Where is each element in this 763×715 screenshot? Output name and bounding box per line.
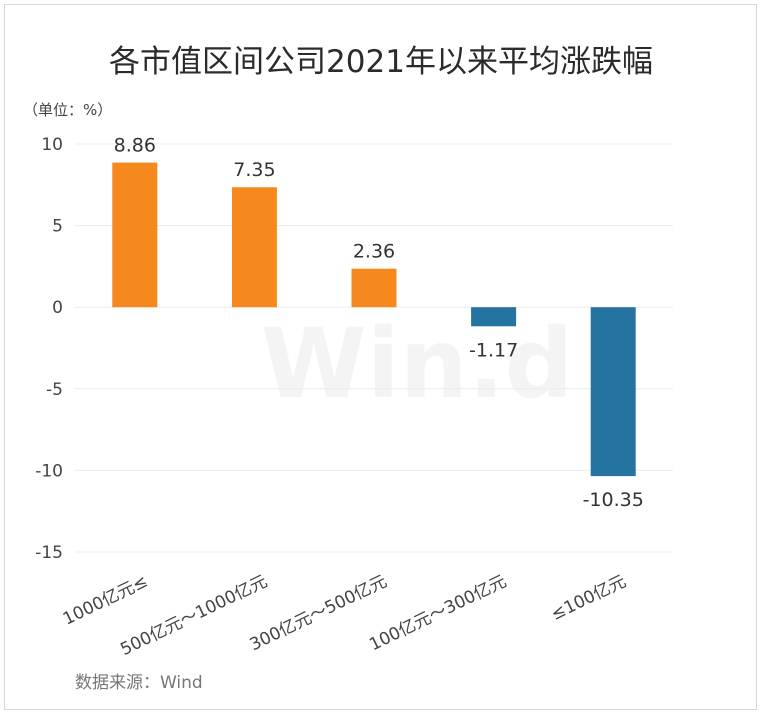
bar [231,187,277,308]
y-tick-label: 5 [52,217,63,237]
data-label: 2.36 [353,241,395,263]
x-category-label: 100亿元～300亿元 [366,572,510,656]
chart-title: 各市值区间公司2021年以来平均涨跌幅 [109,44,653,80]
bar [590,307,636,477]
y-tick-label: 10 [41,135,63,155]
watermark: Win.d [261,308,573,420]
data-label: -1.17 [469,339,518,361]
chart-frame: 各市值区间公司2021年以来平均涨跌幅 （单位：%） Win.d 10 5 0 -5 -… [4,4,757,710]
y-tick-label: -10 [35,461,63,481]
y-tick-label: -15 [35,543,63,563]
data-label: -10.35 [583,489,644,511]
data-label: 7.35 [233,159,275,181]
bars [112,162,636,477]
y-tick-label: 0 [52,298,63,318]
bar [471,307,517,327]
bar-chart: 各市值区间公司2021年以来平均涨跌幅 （单位：%） Win.d 10 5 0 -5 -… [23,44,673,693]
data-label: 8.86 [114,135,156,157]
bar [351,268,397,308]
y-tick-label: -5 [46,380,63,400]
bar [112,162,158,308]
x-category-label: 1000亿元≤ [60,572,151,630]
unit-label: （单位：%） [23,101,112,119]
source-note: 数据来源：Wind [75,673,203,693]
x-category-label: ≤100亿元 [548,572,629,625]
